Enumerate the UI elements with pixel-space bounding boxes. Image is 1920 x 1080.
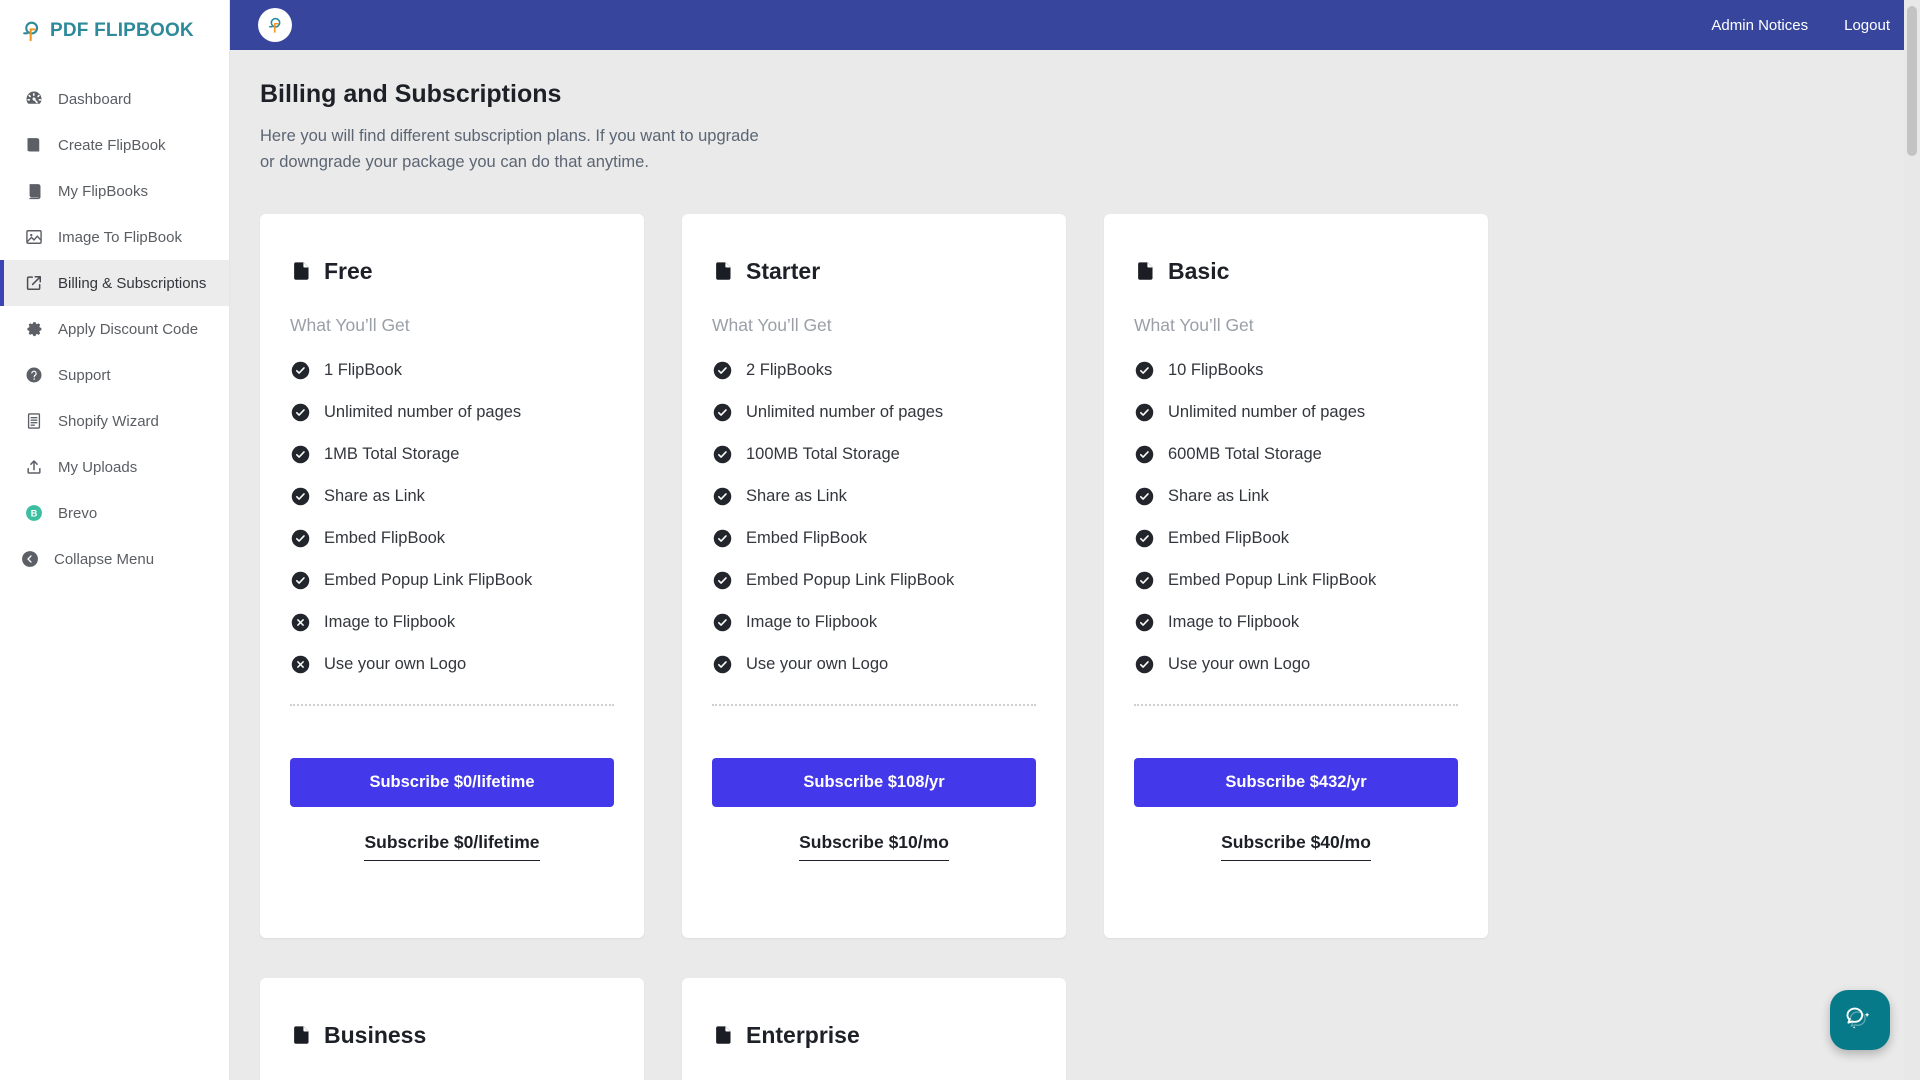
svg-text:B: B (31, 509, 38, 519)
